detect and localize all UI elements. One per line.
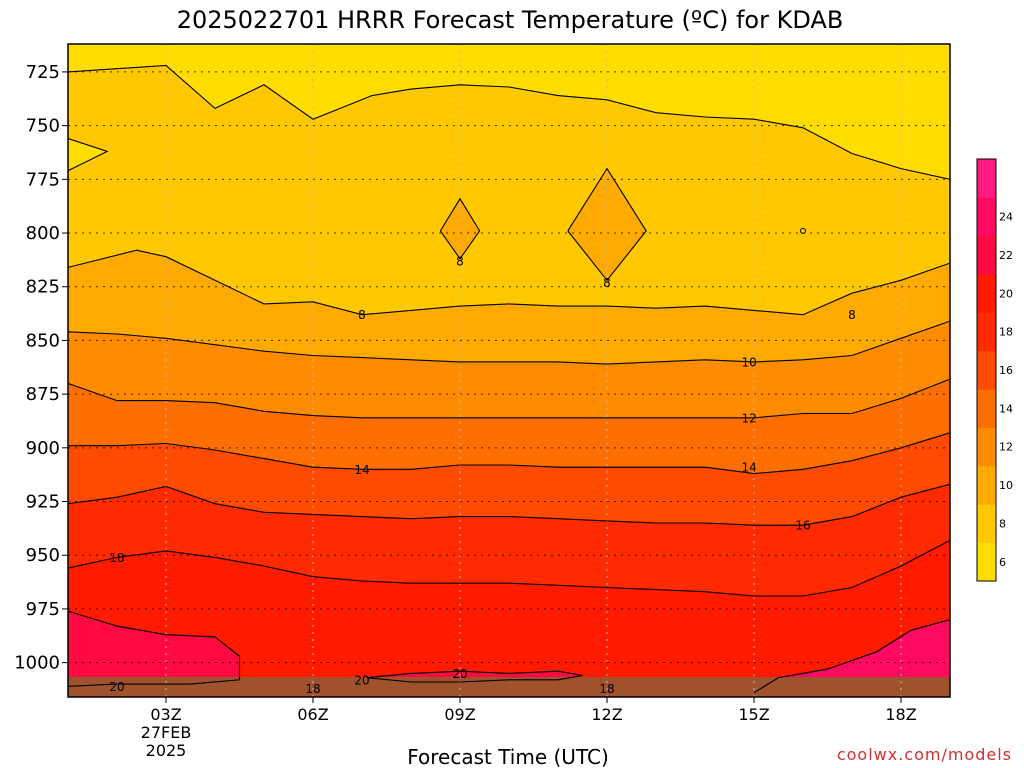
- grid: [68, 71, 950, 664]
- fill-band: [567, 168, 647, 281]
- contour-label: 14: [741, 461, 756, 475]
- contour-line: [68, 610, 241, 687]
- colorbar: 6 8 10 12 14 16 18 20 22 24: [976, 158, 1013, 582]
- colorbar-band: [977, 159, 996, 198]
- colorbar-band: [977, 427, 996, 467]
- y-tick-label: 825: [26, 277, 60, 298]
- plot-area: 8 8 8 8 10 12 14 14 16 18 18 18 20 20 20: [67, 43, 951, 698]
- y-tick-label: 775: [26, 169, 60, 190]
- contour-line: [68, 320, 950, 365]
- colorbar-band: [977, 465, 996, 505]
- colorbar-tick-label: 18: [999, 326, 1013, 339]
- contour-label: 20: [109, 680, 124, 694]
- y-tick-label: 950: [26, 545, 60, 566]
- x-tick-label: 12Z: [591, 705, 622, 724]
- colorbar-tick-label: 10: [999, 479, 1013, 492]
- plot-frame: [67, 43, 951, 698]
- colorbar-tick-label: 6: [999, 556, 1006, 569]
- x-tick-label: 18Z: [885, 705, 916, 724]
- colorbar-frame: [976, 158, 997, 582]
- contour-label: 18: [305, 682, 320, 696]
- colorbar-tick-label: 20: [999, 287, 1013, 300]
- ground-band: [68, 677, 950, 697]
- colorbar-band: [977, 274, 996, 313]
- colorbar-tick-label: 24: [999, 211, 1013, 224]
- contour-line: [68, 249, 950, 316]
- contour-line: [68, 432, 950, 475]
- x-tick-label: 15Z: [738, 705, 769, 724]
- colorbar-band: [977, 389, 996, 429]
- colorbar-tick-label: 8: [999, 517, 1006, 530]
- contour-label: 14: [354, 463, 369, 477]
- contour-line: [753, 619, 950, 694]
- fill-band: [440, 198, 480, 259]
- site-credit[interactable]: coolwx.com/models: [837, 745, 1012, 764]
- y-tick-label: 725: [26, 62, 60, 83]
- colorbar-band: [977, 312, 996, 352]
- contour-label: 10: [741, 355, 756, 369]
- chart-title: 2025022701 HRRR Forecast Temperature (ºC…: [177, 6, 844, 34]
- colorbar-band: [977, 197, 996, 237]
- contour-label: 8: [358, 308, 366, 322]
- colorbar-band: [977, 504, 996, 544]
- y-tick-label: 875: [26, 384, 60, 405]
- contour-line: [567, 167, 647, 282]
- y-tick-label: 850: [26, 330, 60, 351]
- contour-line: [68, 378, 950, 419]
- colorbar-tick-label: 12: [999, 441, 1013, 454]
- contour-line: [68, 137, 109, 172]
- filled-contours: 8 8 8 8 10 12 14 14 16 18 18 18 20 20 20: [68, 44, 950, 697]
- contour-label: 8: [456, 254, 464, 268]
- colorbar-tick-label: 16: [999, 364, 1013, 377]
- x-tick-label: 03Z: [150, 705, 181, 724]
- contour-line: [439, 197, 481, 260]
- y-axis: 725 750 775 800 825 850 875 900 925 950 975 1000: [14, 62, 68, 674]
- y-tick-label: 900: [26, 438, 60, 459]
- x-tick-date: 27FEB: [141, 723, 192, 742]
- x-tick-year: 2025: [146, 741, 187, 760]
- x-tick-label: 06Z: [297, 705, 328, 724]
- contour-label: 20: [452, 667, 467, 681]
- contour-label: 18: [109, 551, 124, 565]
- contour-label: 8: [603, 276, 611, 290]
- contour-line: [68, 483, 950, 526]
- contour-label: 8: [848, 308, 856, 322]
- contour-label: 20: [354, 673, 369, 687]
- x-tick-label: 09Z: [444, 705, 475, 724]
- fill-band: [68, 611, 240, 697]
- y-tick-label: 925: [26, 492, 60, 513]
- fill-band: [68, 540, 950, 697]
- contour-line: [366, 670, 583, 683]
- y-tick-label: 975: [26, 599, 60, 620]
- colorbar-band: [977, 350, 996, 390]
- contour-line: [800, 227, 806, 234]
- y-tick-label: 1000: [14, 653, 60, 674]
- contour-line: [68, 64, 950, 180]
- colorbar-tick-label: 22: [999, 249, 1013, 262]
- contour-line: [68, 539, 950, 597]
- colorbar-tick-label: 14: [999, 402, 1013, 415]
- y-tick-label: 800: [26, 223, 60, 244]
- colorbar-band: [977, 542, 996, 582]
- fill-band: [68, 138, 108, 171]
- colorbar-band: [977, 235, 996, 275]
- x-axis-label: Forecast Time (UTC): [407, 745, 609, 768]
- contour-label: 18: [599, 682, 614, 696]
- y-tick-label: 750: [26, 116, 60, 137]
- contour-label: 12: [741, 411, 756, 425]
- contour-label: 16: [795, 519, 810, 533]
